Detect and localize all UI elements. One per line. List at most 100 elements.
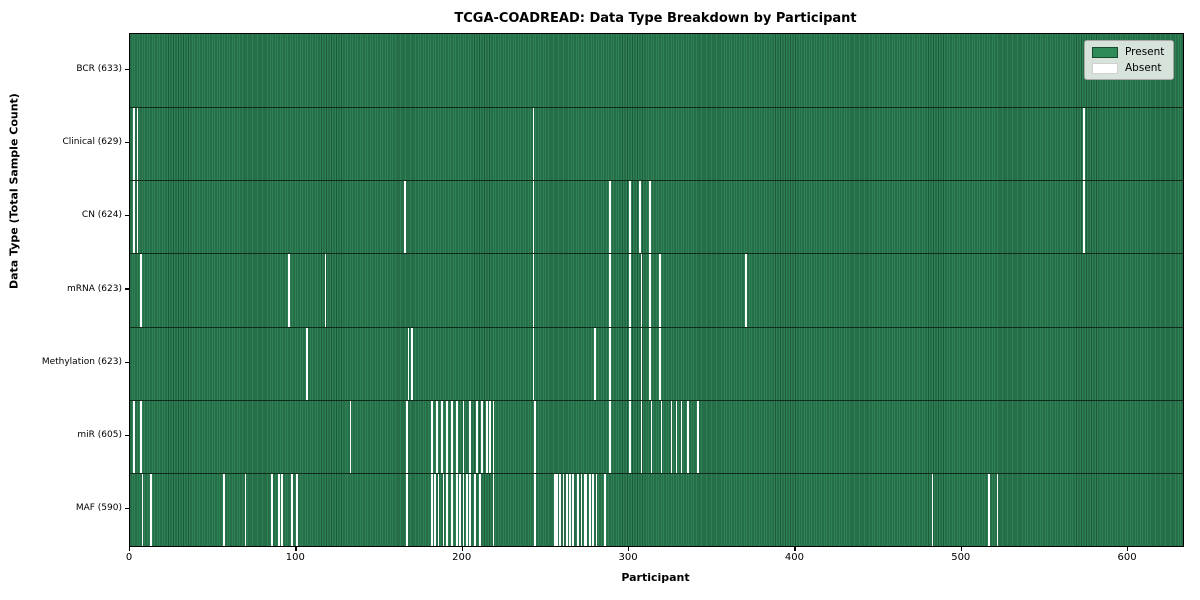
absent-mark <box>474 472 477 546</box>
absent-mark <box>451 399 453 473</box>
heatmap-row-Clinical <box>130 107 1183 181</box>
absent-mark <box>296 472 299 546</box>
absent-mark <box>466 472 468 546</box>
absent-mark <box>244 472 247 546</box>
absent-mark <box>149 472 152 546</box>
absent-mark <box>404 180 407 254</box>
absent-mark <box>675 399 678 473</box>
x-tick-label-500: 500 <box>951 552 971 563</box>
absent-mark <box>650 399 653 473</box>
absent-mark <box>639 180 641 254</box>
x-tick-label-0: 0 <box>125 552 133 563</box>
x-tick-label-600: 600 <box>1117 552 1137 563</box>
absent-mark <box>434 472 437 546</box>
y-tick-label-mRNA: mRNA (623) <box>67 283 122 294</box>
absent-mark <box>649 253 651 327</box>
y-tick-label-Clinical: Clinical (629) <box>62 137 122 148</box>
legend-present-swatch-icon <box>1092 46 1118 58</box>
x-tick-label-300: 300 <box>618 552 638 563</box>
absent-mark <box>658 326 661 400</box>
absent-mark <box>462 472 465 546</box>
absent-mark <box>437 472 440 546</box>
y-tick-label-BCR: BCR (633) <box>76 64 122 75</box>
absent-mark <box>697 399 699 473</box>
x-tick-label-100: 100 <box>285 552 305 563</box>
x-axis-label: Participant <box>621 571 690 584</box>
absent-mark <box>446 399 448 473</box>
absent-mark <box>745 253 748 327</box>
absent-mark <box>532 107 535 181</box>
legend-item-present: Present <box>1092 46 1164 58</box>
absent-mark <box>278 472 280 546</box>
absent-mark <box>476 399 478 473</box>
absent-mark <box>489 399 491 473</box>
absent-mark <box>577 472 580 546</box>
absent-mark <box>660 399 663 473</box>
absent-mark <box>406 472 408 546</box>
x-tick-label-400: 400 <box>784 552 804 563</box>
absent-mark <box>555 472 558 546</box>
absent-mark <box>649 180 651 254</box>
absent-mark <box>554 472 556 546</box>
absent-mark <box>569 472 571 546</box>
absent-mark <box>629 326 631 400</box>
absent-mark <box>451 472 453 546</box>
absent-mark <box>1083 107 1085 181</box>
absent-mark <box>609 180 611 254</box>
absent-mark <box>532 180 535 254</box>
absent-mark <box>459 472 462 546</box>
chart-title: TCGA-COADREAD: Data Type Breakdown by Pa… <box>454 11 857 26</box>
absent-mark <box>580 472 583 546</box>
absent-mark <box>492 472 495 546</box>
legend: Present Absent <box>1084 40 1175 80</box>
absent-mark <box>680 399 683 473</box>
absent-mark <box>306 326 309 400</box>
absent-mark <box>658 253 661 327</box>
absent-mark <box>532 326 535 400</box>
row-separator <box>130 399 1183 401</box>
y-tick-label-miR: miR (605) <box>77 429 122 440</box>
absent-mark <box>532 253 535 327</box>
absent-mark <box>136 180 139 254</box>
absent-mark <box>584 472 586 546</box>
row-separator <box>130 326 1183 328</box>
absent-mark <box>462 399 465 473</box>
absent-mark <box>996 472 999 546</box>
y-axis-label: Data Type (Total Sample Count) <box>7 93 21 289</box>
y-tick-label-CN: CN (624) <box>81 210 122 221</box>
legend-present-label: Present <box>1125 46 1165 58</box>
absent-mark <box>640 326 643 400</box>
absent-mark <box>479 472 482 546</box>
absent-mark <box>271 472 274 546</box>
plot-area <box>129 33 1184 547</box>
absent-mark <box>469 472 472 546</box>
absent-mark <box>609 326 611 400</box>
absent-mark <box>931 472 934 546</box>
absent-mark <box>485 399 488 473</box>
heatmap-row-miR <box>130 399 1183 473</box>
y-tick-label-MAF: MAF (590) <box>75 502 122 513</box>
absent-mark <box>640 253 643 327</box>
row-separator <box>130 472 1183 474</box>
absent-mark <box>446 472 448 546</box>
heatmap-row-Methylation <box>130 326 1183 400</box>
heatmap-row-MAF <box>130 472 1183 546</box>
y-tick-mark <box>125 434 129 436</box>
absent-mark <box>141 472 144 546</box>
row-separator <box>130 253 1183 255</box>
absent-mark <box>431 472 433 546</box>
x-tick-label-200: 200 <box>452 552 472 563</box>
absent-mark <box>1083 180 1085 254</box>
absent-mark <box>349 399 352 473</box>
absent-mark <box>594 326 596 400</box>
absent-mark <box>609 253 611 327</box>
absent-mark <box>592 472 595 546</box>
legend-absent-label: Absent <box>1125 62 1162 74</box>
absent-mark <box>288 253 290 327</box>
absent-mark <box>572 472 575 546</box>
row-separator <box>130 107 1183 109</box>
absent-mark <box>604 472 606 546</box>
legend-item-absent: Absent <box>1092 62 1164 74</box>
row-separator <box>130 180 1183 182</box>
heatmap-row-BCR <box>130 34 1183 107</box>
